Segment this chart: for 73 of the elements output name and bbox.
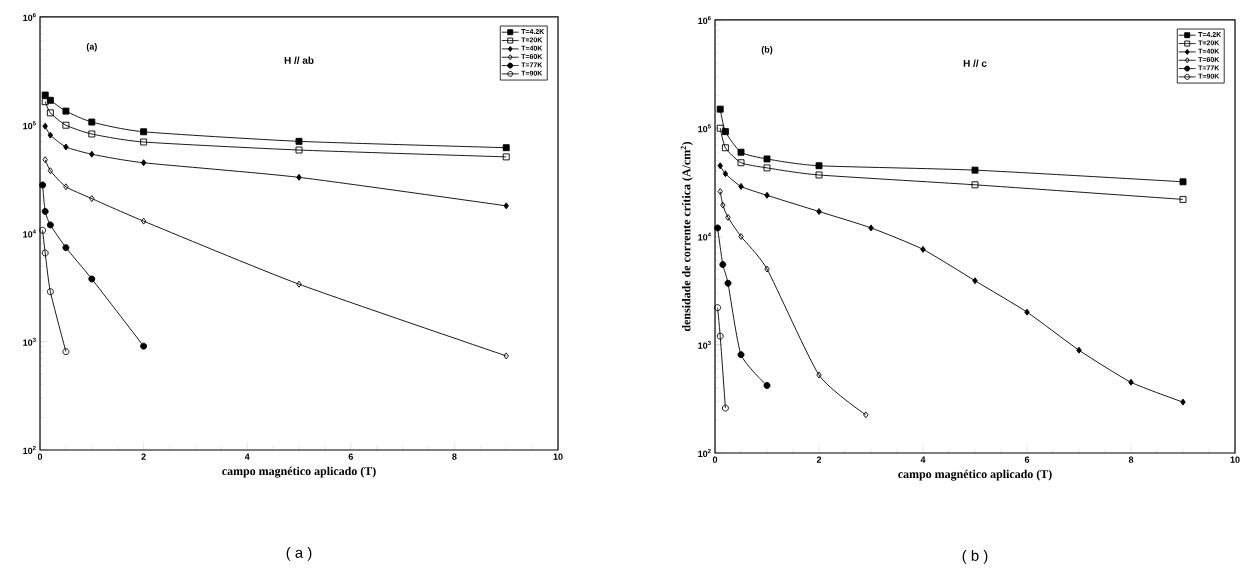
point <box>737 148 745 156</box>
point <box>763 382 771 389</box>
point <box>972 277 978 285</box>
point <box>971 166 979 174</box>
point <box>140 159 147 167</box>
x-tick-label: 8 <box>452 453 457 460</box>
point <box>63 143 69 151</box>
point <box>1128 378 1134 386</box>
y-tick-label: 10$^{3}$ <box>23 337 36 346</box>
point <box>717 162 723 170</box>
x-tick-label: 6 <box>1024 456 1030 463</box>
point <box>722 170 729 178</box>
point <box>47 131 54 139</box>
x-tick-label: 2 <box>141 453 146 460</box>
x-tick-label: 6 <box>348 453 353 460</box>
x-tick-label: 8 <box>1128 456 1134 463</box>
text: ( b ) <box>962 549 988 564</box>
point <box>737 351 745 359</box>
annotation: H // ab <box>284 56 314 64</box>
point <box>763 155 771 163</box>
annotation: (a) <box>86 43 97 52</box>
point <box>1024 308 1030 316</box>
point <box>868 224 874 232</box>
annotation: H // c <box>963 59 987 67</box>
text: ( a ) <box>286 546 312 561</box>
point <box>88 118 96 126</box>
y-tick-label: 10$^{6}$ <box>698 15 711 25</box>
x-tick-label: 0 <box>712 456 718 463</box>
point <box>719 261 727 269</box>
point <box>503 202 509 210</box>
y-tick-label: 10$^{4}$ <box>698 232 711 241</box>
x-tick-label: 10 <box>553 453 563 460</box>
x-tick-label: 0 <box>37 453 43 460</box>
y-tick-label: 10$^{4}$ <box>23 229 36 238</box>
point <box>46 221 54 229</box>
point <box>89 150 95 158</box>
point <box>41 91 49 99</box>
point <box>42 122 48 130</box>
point <box>764 191 770 199</box>
point <box>39 181 47 189</box>
point <box>714 224 722 232</box>
point <box>62 244 70 252</box>
x-tick-label: 10 <box>1230 456 1240 463</box>
y-axis-title: densidade de corrente crítica (A/cm$^{2}$) <box>680 141 693 332</box>
point <box>920 245 926 253</box>
y-tick-label: 10$^{5}$ <box>23 121 36 130</box>
x-tick-label: 2 <box>816 456 822 463</box>
point <box>716 105 724 113</box>
y-tick-label: 10$^{5}$ <box>698 124 711 133</box>
annotation: (b) <box>761 46 773 55</box>
point <box>296 173 302 181</box>
x-tick-label: 4 <box>920 456 926 463</box>
x-axis-title: campo magnético aplicado (T) <box>898 469 1052 481</box>
point <box>62 107 70 115</box>
point <box>1076 346 1082 354</box>
y-tick-label: 10$^{6}$ <box>23 12 36 22</box>
point <box>88 275 96 283</box>
point <box>140 342 148 350</box>
point <box>140 128 148 136</box>
y-tick-label: 10$^{2}$ <box>23 445 36 455</box>
point <box>724 279 732 287</box>
x-tick-label: 4 <box>244 453 250 460</box>
point <box>1179 178 1187 186</box>
x-axis-title: campo magnético aplicado (T) <box>222 466 376 478</box>
point <box>1180 398 1186 406</box>
y-tick-label: 10$^{3}$ <box>698 340 711 349</box>
point <box>502 144 510 152</box>
point <box>738 182 744 190</box>
point <box>815 162 823 170</box>
point <box>816 208 822 215</box>
point <box>41 207 49 215</box>
point <box>295 137 303 145</box>
y-tick-label: 10$^{2}$ <box>698 448 711 458</box>
